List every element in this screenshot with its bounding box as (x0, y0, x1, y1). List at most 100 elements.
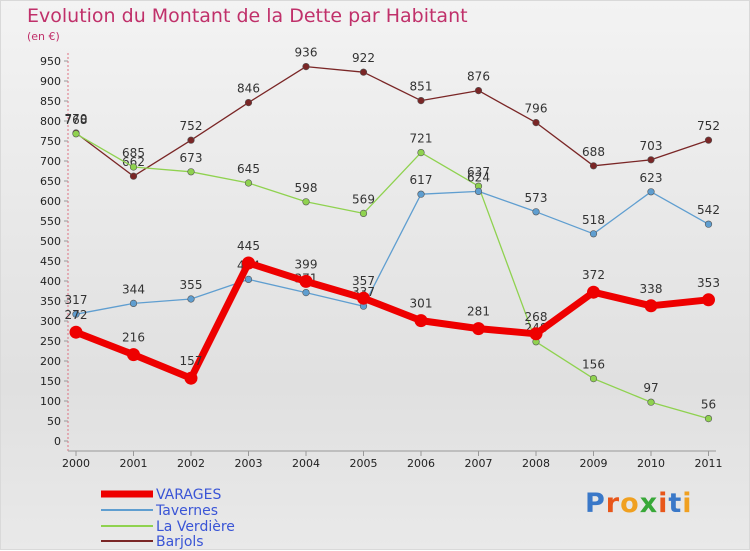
data-point-la-verdi-re (302, 198, 310, 206)
data-point-barjols (704, 136, 713, 144)
chart-subtitle: (en €) (27, 30, 60, 43)
data-label-varages: 157 (180, 354, 203, 368)
data-label-varages: 281 (467, 305, 490, 319)
series-line-varages (74, 259, 709, 382)
data-point-tavernes (244, 275, 253, 284)
data-point-varages (587, 285, 600, 299)
logo-letter: t (668, 488, 683, 519)
series-line-la-verdi-re (75, 133, 709, 420)
data-label-varages: 338 (640, 282, 663, 296)
data-point-barjols (589, 162, 598, 170)
y-tick-label: 900 (40, 75, 61, 88)
x-tick-label: 2003 (235, 457, 263, 470)
data-point-barjols (244, 98, 253, 107)
data-point-varages (242, 256, 255, 270)
data-label-la-verdi-re: 637 (467, 165, 490, 179)
data-label-tavernes: 344 (122, 282, 145, 296)
x-tick-label: 2006 (407, 457, 435, 470)
data-label-barjols: 846 (237, 82, 260, 96)
data-point-tavernes (474, 187, 483, 195)
x-tick-label: 2000 (62, 457, 90, 470)
data-point-varages (529, 327, 543, 341)
data-label-barjols: 662 (122, 155, 145, 169)
y-tick-label: 50 (47, 415, 61, 428)
data-point-barjols (129, 172, 138, 180)
logo-letter: i (682, 488, 693, 519)
data-point-tavernes (72, 310, 80, 318)
legend-label-barjols: Barjols (156, 534, 204, 550)
y-tick-label: 300 (40, 315, 61, 328)
data-point-tavernes (647, 188, 655, 196)
x-tick-label: 2010 (637, 457, 665, 470)
logo-letter: i (658, 488, 669, 519)
y-tick-label: 950 (40, 55, 61, 68)
series-la-verdi-re: 7686856736455985697216372481569756 (65, 113, 716, 423)
series-barjols: 770 662 752 846 936 922 851 876 796 688 703 752 (65, 46, 720, 180)
data-point-varages (127, 348, 140, 362)
data-label-barjols: 851 (410, 80, 433, 94)
y-tick-label: 850 (40, 95, 61, 108)
data-point-barjols (417, 96, 425, 105)
data-point-la-verdi-re (647, 398, 655, 406)
data-point-barjols (532, 118, 540, 127)
data-point-varages (299, 274, 313, 288)
data-point-la-verdi-re (704, 415, 713, 423)
y-tick-label: 500 (40, 235, 61, 248)
y-tick-label: 650 (40, 175, 61, 188)
x-tick-label: 2008 (522, 457, 550, 470)
data-point-barjols (647, 156, 655, 164)
x-tick-label: 2002 (177, 457, 205, 470)
data-label-barjols: 876 (467, 70, 490, 84)
data-point-varages (184, 371, 198, 385)
data-point-barjols (302, 62, 310, 71)
data-point-varages (702, 293, 715, 307)
y-tick-label: 550 (40, 215, 61, 228)
data-point-la-verdi-re (417, 149, 425, 157)
data-point-varages (414, 314, 428, 328)
data-point-varages (357, 291, 370, 305)
data-label-barjols: 922 (352, 51, 375, 65)
logo-letter: x (639, 488, 659, 519)
x-tick-label: 2011 (695, 457, 723, 470)
logo-letter: P (585, 488, 606, 519)
data-label-varages: 268 (525, 310, 548, 324)
y-tick-label: 450 (40, 255, 61, 268)
data-label-varages: 353 (697, 276, 720, 290)
y-tick-label: 350 (40, 295, 61, 308)
data-label-barjols: 688 (582, 145, 605, 159)
data-label-barjols: 770 (65, 112, 88, 126)
data-point-barjols (474, 86, 483, 95)
data-label-barjols: 796 (525, 102, 548, 116)
data-point-la-verdi-re (72, 130, 80, 138)
logo-letter: r (605, 488, 621, 519)
data-point-barjols (187, 136, 195, 144)
data-point-varages (472, 322, 485, 336)
data-label-varages: 445 (237, 239, 260, 253)
y-tick-label: 200 (40, 355, 61, 368)
data-label-la-verdi-re: 156 (582, 358, 605, 372)
data-label-la-verdi-re: 645 (237, 162, 260, 176)
data-label-tavernes: 355 (180, 278, 203, 292)
data-label-la-verdi-re: 768 (65, 113, 88, 127)
data-label-barjols: 936 (295, 46, 318, 60)
y-tick-label: 250 (40, 335, 61, 348)
data-point-varages (644, 299, 658, 313)
data-point-barjols (359, 68, 368, 76)
data-point-la-verdi-re (589, 375, 598, 383)
y-tick-label: 400 (40, 275, 61, 288)
y-tick-label: 0 (54, 435, 61, 448)
data-label-la-verdi-re: 569 (352, 192, 375, 206)
data-label-barjols: 752 (180, 119, 203, 133)
x-tick-label: 2004 (292, 457, 320, 470)
data-point-la-verdi-re (244, 179, 253, 187)
data-label-tavernes: 518 (582, 213, 605, 227)
data-point-tavernes (129, 299, 138, 308)
data-label-barjols: 752 (697, 119, 720, 133)
legend-label-varages: VARAGES (156, 487, 221, 503)
x-tick-label: 2009 (580, 457, 608, 470)
x-tick-label: 2007 (465, 457, 493, 470)
y-tick-label: 150 (40, 375, 61, 388)
series-varages: 272 216 157 445 399 357 301 281 268 372 338 353 (65, 239, 720, 385)
y-tick-label: 700 (40, 155, 61, 168)
